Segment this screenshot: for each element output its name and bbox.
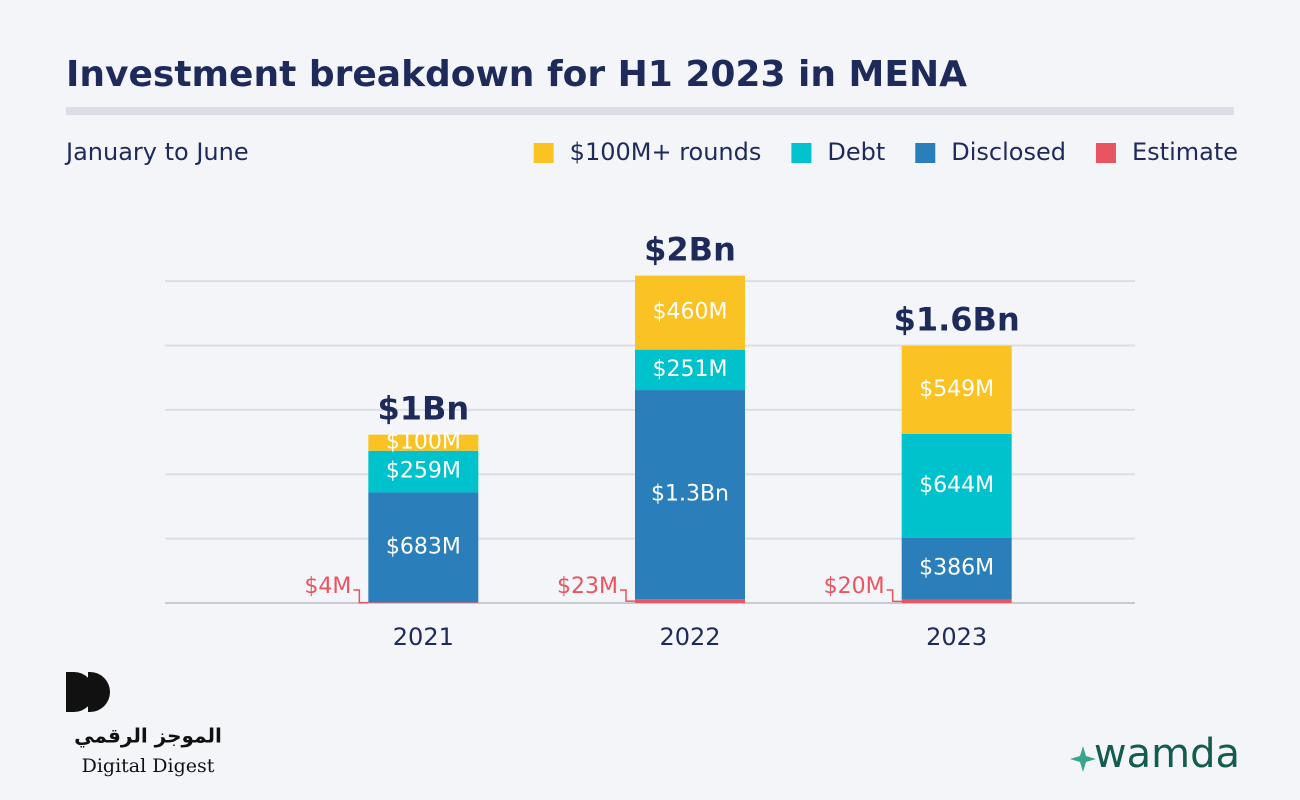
logo: الموجز الرقمي Digital Digest <box>66 672 222 777</box>
legend-swatch <box>533 143 554 163</box>
bar-segment <box>368 450 479 493</box>
leader-line <box>620 589 635 602</box>
bar-segment <box>368 434 479 451</box>
data-label: $1.3Bn <box>651 482 729 507</box>
data-label: $683M <box>386 534 461 559</box>
legend-label: Estimate <box>1132 138 1238 166</box>
data-label: $23M <box>557 574 618 599</box>
total-label: $1.6Bn <box>894 301 1020 339</box>
x-tick-label: 2023 <box>926 623 987 651</box>
bar-segment <box>368 602 479 603</box>
bar-segment <box>635 390 745 600</box>
total-label: $1Bn <box>377 390 469 428</box>
bar-segment <box>635 599 745 603</box>
legend-swatch <box>915 143 936 163</box>
bar-segment <box>901 345 1012 434</box>
bar-segment <box>635 275 745 350</box>
brand-arabic: الموجز الرقمي <box>74 724 222 749</box>
data-label: $251M <box>653 357 728 382</box>
bar-segment <box>901 599 1012 603</box>
data-label: $20M <box>824 574 885 599</box>
bar-segment <box>901 434 1012 538</box>
bar-segment <box>368 492 479 603</box>
data-label: $259M <box>386 459 461 484</box>
partner-icon <box>1070 746 1096 772</box>
total-label: $2Bn <box>644 231 736 269</box>
data-label: $549M <box>919 377 994 402</box>
partner-name: wamda <box>1094 731 1240 777</box>
bar-segment <box>635 349 745 391</box>
data-label: $644M <box>919 473 994 498</box>
subtitle: January to June <box>64 138 249 166</box>
data-label: $100M <box>386 430 461 455</box>
legend-swatch <box>791 143 812 163</box>
legend-swatch <box>1095 143 1116 163</box>
bar-segment <box>901 537 1012 600</box>
leader-line <box>886 589 902 603</box>
title-rule <box>66 107 1234 115</box>
data-label: $4M <box>304 574 351 599</box>
legend-label: Disclosed <box>951 138 1066 166</box>
legend-label: Debt <box>827 138 885 166</box>
chart-title: Investment breakdown for H1 2023 in MENA <box>66 54 967 95</box>
brand-name: Digital Digest <box>82 755 215 777</box>
x-tick-label: 2021 <box>393 623 454 651</box>
data-label: $386M <box>919 556 994 581</box>
leader-line <box>353 589 369 604</box>
data-label: $460M <box>653 300 728 325</box>
legend-label: $100M+ rounds <box>570 138 762 166</box>
x-tick-label: 2022 <box>659 623 720 651</box>
